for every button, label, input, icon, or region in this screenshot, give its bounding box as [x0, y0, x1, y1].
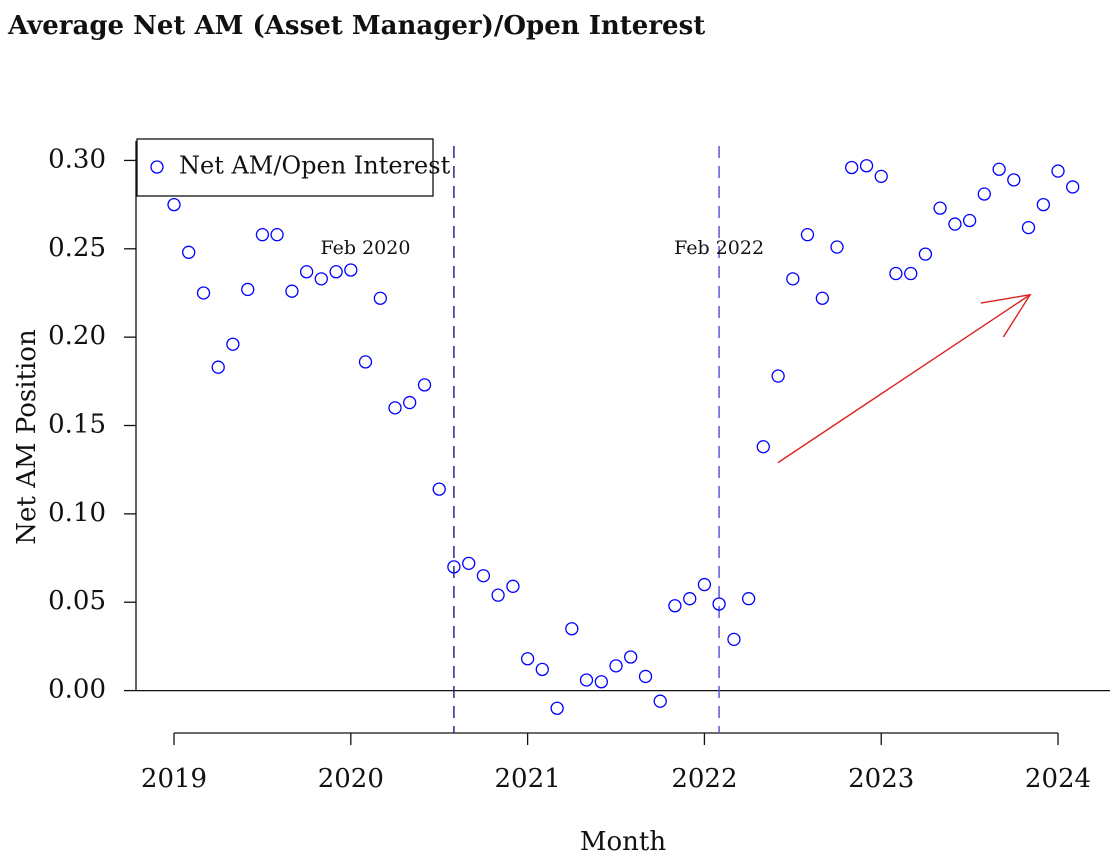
data-point: [196, 286, 211, 300]
data-point: [182, 245, 196, 259]
y-tick-label: 0.25: [48, 233, 106, 263]
data-point: [638, 669, 653, 684]
data-point: [403, 395, 417, 410]
data-point: [668, 599, 682, 613]
x-tick-label: 2019: [141, 764, 207, 794]
y-tick-label: 0.05: [48, 586, 106, 616]
data-point: [741, 592, 756, 606]
data-point: [962, 213, 977, 228]
annotation: Feb 2020: [321, 237, 411, 259]
x-tick-label: 2021: [495, 764, 561, 794]
data-point: [167, 197, 181, 212]
data-point: [314, 272, 328, 286]
data-point: [918, 247, 933, 261]
data-point: [285, 284, 299, 298]
arrow: [777, 293, 1032, 464]
data-point: [476, 569, 491, 583]
data-point: [653, 694, 667, 708]
data-point: [859, 159, 874, 173]
annotation: Feb 2022: [674, 237, 764, 259]
data-point: [874, 169, 888, 183]
data-point: [520, 652, 535, 666]
data-point: [594, 675, 608, 689]
chart-title: Average Net AM (Asset Manager)/Open Inte…: [7, 11, 705, 41]
x-tick-label: 2024: [1025, 764, 1091, 794]
data-point: [462, 556, 476, 571]
data-point: [904, 266, 918, 281]
legend-marker: [150, 160, 164, 174]
data-point: [550, 701, 564, 715]
data-point: [624, 650, 638, 664]
data-point: [241, 282, 255, 297]
data-point: [299, 265, 314, 279]
data-point: [815, 291, 829, 305]
data-point: [373, 291, 387, 305]
data-point: [933, 201, 947, 215]
data-point: [889, 266, 903, 281]
data-point: [830, 240, 844, 254]
data-point: [226, 337, 240, 351]
data-point: [565, 622, 579, 636]
legend-box: [136, 138, 434, 197]
data-point: [697, 577, 712, 592]
data-point: [609, 659, 623, 673]
data-point: [1007, 173, 1021, 187]
data-point: [535, 662, 549, 677]
data-point: [506, 579, 520, 593]
data-point: [977, 187, 991, 201]
y-tick-label: 0.20: [48, 321, 106, 351]
data-point: [948, 217, 962, 231]
data-point: [270, 228, 284, 242]
data-point: [388, 401, 402, 415]
data-point: [683, 592, 697, 606]
data-point: [1021, 220, 1036, 235]
x-tick-label: 2023: [848, 764, 914, 794]
data-point: [358, 355, 373, 369]
x-axis-label: Month: [580, 827, 666, 857]
y-tick-label: 0.30: [48, 144, 106, 174]
data-point: [712, 597, 726, 611]
y-tick-label: 0.15: [48, 410, 106, 440]
data-point: [727, 632, 741, 646]
data-point: [1036, 197, 1050, 212]
y-tick-label: 0.10: [48, 498, 106, 528]
data-point: [344, 263, 358, 277]
data-point: [329, 265, 343, 279]
y-axis-label: Net AM Position: [12, 329, 42, 545]
data-point: [1066, 180, 1080, 194]
data-point: [771, 369, 785, 383]
data-point: [579, 673, 594, 687]
data-point: [255, 228, 270, 242]
data-point: [211, 360, 225, 374]
x-tick-label: 2022: [671, 764, 737, 794]
data-point: [432, 482, 446, 496]
data-point: [845, 160, 859, 175]
data-point: [1051, 164, 1065, 178]
y-tick-label: 0.00: [48, 675, 106, 705]
data-point: [992, 162, 1006, 176]
data-point: [447, 560, 461, 574]
data-point: [491, 588, 505, 602]
data-point: [786, 272, 800, 286]
data-point: [800, 228, 815, 242]
data-point: [756, 440, 770, 454]
legend-label: Net AM/Open Interest: [179, 152, 451, 180]
data-point: [417, 378, 432, 392]
x-tick-label: 2020: [318, 764, 384, 794]
